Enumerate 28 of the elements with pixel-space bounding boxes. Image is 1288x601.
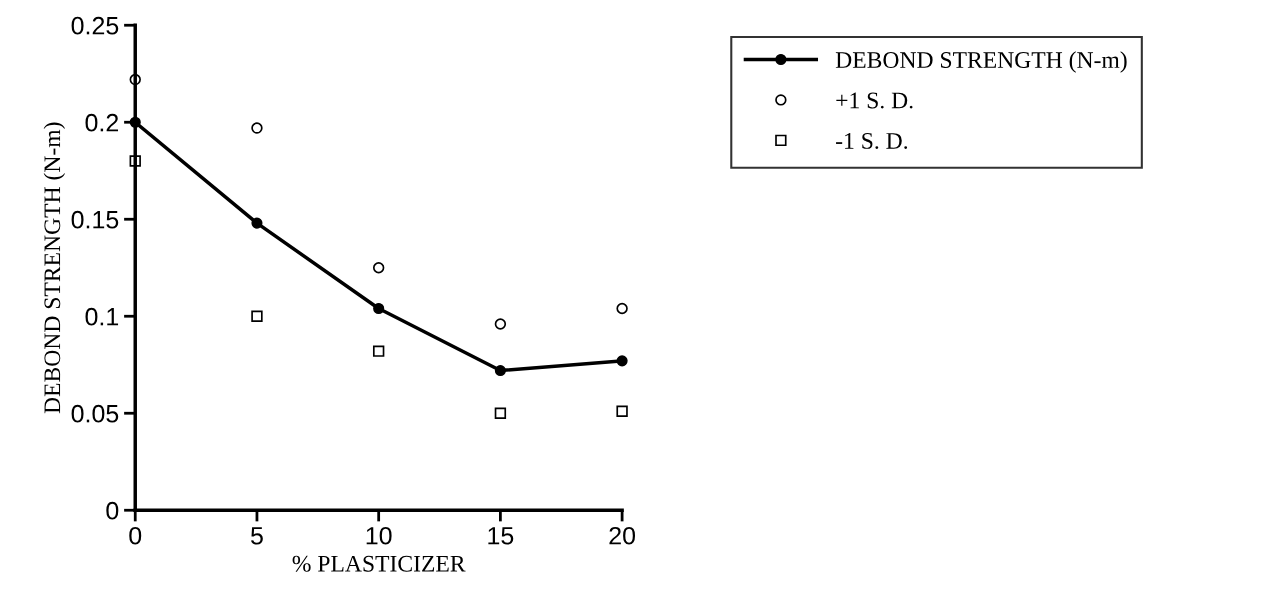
point [616, 405, 628, 418]
point [494, 318, 507, 330]
point [372, 345, 385, 357]
point [372, 262, 385, 274]
y-axis-title: DEBOND STRENGTH (N-m) [43, 122, 66, 414]
point [494, 407, 507, 419]
x-axis-title: % PLASTICIZER [292, 555, 466, 572]
legend-label: +1 S. D. [836, 92, 913, 109]
point [494, 365, 506, 377]
x-tick-label: 5 [251, 527, 263, 545]
x-tick-label: 15 [488, 527, 514, 545]
y-tick-label: 0 [106, 501, 119, 520]
legend-label: -1 S. D. [836, 133, 908, 149]
y-tick-label: 0.2 [85, 113, 119, 132]
point [251, 217, 263, 229]
y-tick-label: 0.25 [71, 16, 119, 35]
point [373, 302, 385, 315]
point [251, 310, 263, 322]
x-tick-label: 20 [609, 526, 636, 545]
x-tick-label: 0 [129, 526, 142, 545]
point [616, 302, 628, 315]
point [616, 355, 628, 367]
point [251, 122, 263, 134]
x-tick-label: 10 [366, 526, 392, 545]
legend-label: DEBOND STRENGTH (N-m) [835, 51, 1127, 73]
y-tick-label: 0.1 [85, 307, 119, 326]
y-tick-label: 0.05 [71, 404, 119, 423]
y-tick-label: 0.15 [71, 210, 119, 229]
